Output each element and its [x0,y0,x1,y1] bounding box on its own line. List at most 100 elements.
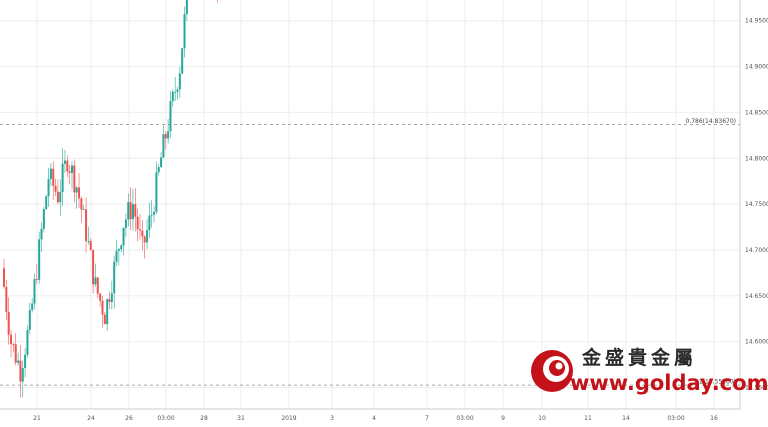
candle-body [185,0,188,15]
candle-body [82,209,85,211]
candle-body [106,299,109,325]
candle-body [33,279,36,304]
candle-body [124,219,127,228]
price-axis-label: 14.60000 [745,339,768,346]
candle-body [110,293,113,302]
candle-body [78,187,81,199]
candle-body [143,236,146,243]
candle-body [70,165,73,173]
candle-body [24,354,27,369]
price-axis-label: 14.85000 [745,109,768,116]
time-axis-label: 16 [710,415,718,422]
time-axis-label: 2019 [281,415,296,422]
candle-body [153,211,156,215]
candle-body [66,160,69,172]
candle-body [103,314,106,325]
candle-body [115,250,118,262]
candle-body [19,360,22,382]
time-axis-label: 10 [538,415,546,422]
time-axis: 21 24 26 03:00 28 31 2019 3 4 7 03:00 9 10 11 14 03:00 1… [33,415,718,422]
candle-body [42,209,45,229]
price-axis: 14.55000 14.60000 14.65000 14.70000 14.75000… [745,18,768,392]
time-axis-label: 24 [87,415,95,422]
candle-body [96,277,99,294]
candle-body [127,202,130,220]
candle-body [146,230,149,243]
grid-lines [0,0,740,409]
candle-body [61,163,64,193]
price-axis-label: 14.70000 [745,247,768,254]
candle-body [10,334,13,345]
time-axis-label: 7 [425,415,429,422]
candle-body [73,165,76,193]
time-axis-label: 21 [33,415,41,422]
candle-body [148,215,151,231]
candle-body [56,191,59,203]
price-axis-label: 14.90000 [745,64,768,71]
candle-body [117,249,120,251]
candle-body [155,172,158,212]
price-axis-label: 14.75000 [745,201,768,208]
candle-body [3,268,5,287]
candle-body [92,250,95,285]
time-axis-label: 28 [200,415,208,422]
candle-body [68,171,71,173]
candle-body [120,245,123,250]
candle-body [171,91,174,102]
price-axis-label: 14.55000 [745,385,768,392]
candle-body [52,168,55,186]
candlesticks [3,0,218,398]
candle-body [63,160,66,164]
candle-body [131,204,134,220]
candle-body [75,187,78,193]
golday-watermark: 金盛貴金屬 www.golday.com [531,346,768,395]
time-axis-label: 03:00 [667,415,684,422]
candle-body [59,192,62,203]
time-axis-label: 31 [237,415,245,422]
candle-body [87,240,90,242]
candle-body [94,277,97,285]
fib-label: 0.786(14.83670) [686,118,737,125]
fibonacci-levels: 0(15.89010)0.236(15.56480)0.382(15.37340… [0,118,740,386]
candle-body [80,198,83,210]
price-axis-label: 14.80000 [745,155,768,162]
time-axis-label: 3 [330,415,334,422]
time-axis-label: 9 [501,415,505,422]
candle-body [38,239,41,280]
candle-body [141,230,144,237]
candle-body [7,312,10,335]
candle-body [31,303,34,310]
candle-body [14,344,17,363]
candle-body [40,228,43,240]
candle-body [28,309,31,331]
time-axis-label: 03:00 [456,415,473,422]
candle-body [169,101,172,132]
time-axis-label: 11 [584,415,592,422]
time-axis-label: 03:00 [157,415,174,422]
candle-body [49,168,52,180]
price-axis-label: 14.65000 [745,293,768,300]
golday-logo-icon [531,350,573,392]
candle-body [85,209,88,242]
candle-body [47,179,50,197]
candle-body [5,286,8,313]
candle-body [99,293,102,301]
candle-body [89,240,92,251]
candle-body [160,157,163,168]
candle-body [134,204,137,217]
time-axis-label: 14 [622,415,630,422]
candle-body [136,216,139,230]
fib-label: 1(14.55260) [699,379,736,386]
price-axis-label: 14.95000 [745,18,768,25]
candle-body [21,368,24,382]
candle-body [157,167,160,173]
watermark-url: www.golday.com [570,371,768,395]
candle-body [108,299,111,302]
time-axis-label: 4 [372,415,376,422]
time-axis-label: 26 [125,415,133,422]
candle-body [178,73,181,90]
candle-body [101,300,104,315]
candle-body [174,91,177,93]
candle-body [150,214,153,216]
candle-body [35,279,38,280]
